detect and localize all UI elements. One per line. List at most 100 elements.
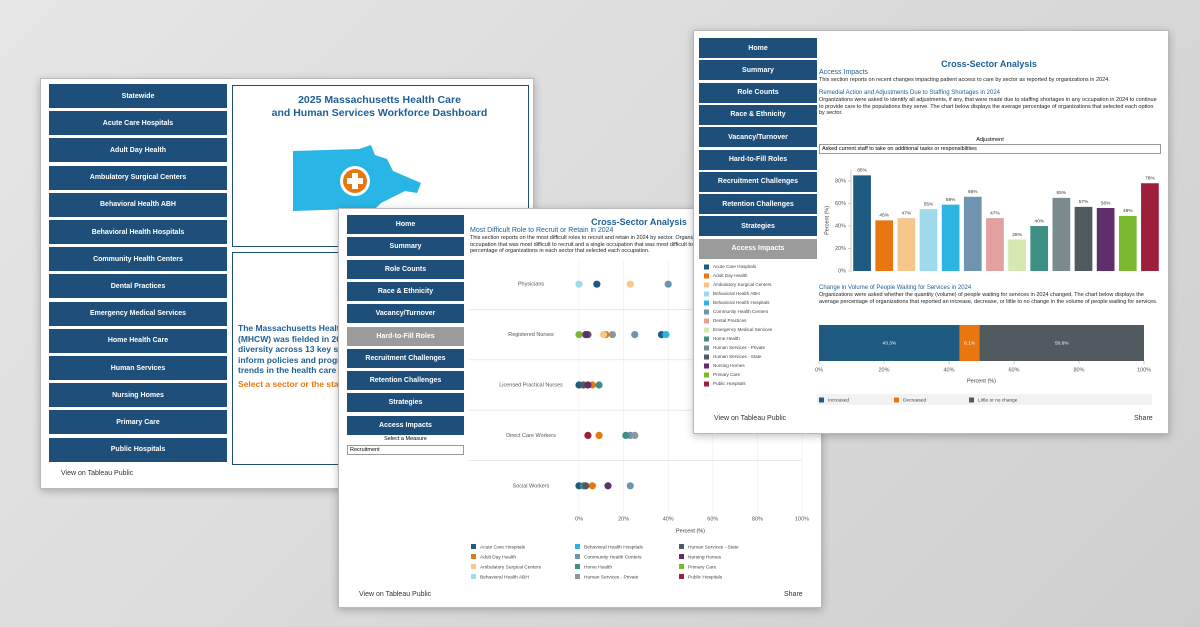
nav-button[interactable]: Human Services [49,356,227,380]
nav-button[interactable]: Role Counts [699,82,817,103]
legend-swatch [704,327,709,333]
subheading: Change in Volume of People Waiting for S… [819,285,972,291]
dot [575,280,583,288]
legend-label: Community Health Centers [584,554,642,560]
legend-swatch [704,354,709,360]
legend-swatch [679,574,684,579]
bar [1008,239,1026,271]
legend-label: Community Health Centers [713,309,769,314]
dot [622,431,630,439]
nav-button[interactable]: Emergency Medical Services [49,301,227,326]
adjustment-dropdown[interactable]: Asked current staff to take on additiona… [819,144,1161,154]
nav-button[interactable]: Strategies [699,216,817,237]
prompt: Select a sector or the stated [238,379,352,389]
dot-chart: 0% 20% 40% 60% 80% 100% Percent (%) Physicians R… [469,259,809,580]
legend-label: Acute Care Hospitals [713,264,757,269]
share-button[interactable]: Share [784,591,803,598]
x-tick-label: 80% [752,516,763,522]
dot [599,331,608,339]
dot [582,482,590,490]
nav-button[interactable]: Primary Care [49,410,227,435]
nav-button[interactable]: Vacancy/Turnover [347,304,464,324]
nav-button[interactable]: Strategies [347,393,464,413]
x-tick-label: 0% [815,367,823,373]
footer-link[interactable]: View on Tableau Public [359,591,432,598]
dot [626,280,634,288]
legend-swatch [471,574,476,579]
nav-button[interactable]: Role Counts [347,259,464,279]
nav-button[interactable]: Recruitment Challenges [699,171,817,192]
nav-button[interactable]: Race & Ethnicity [347,281,464,301]
legend-label: Human Services - Private [584,574,639,580]
legend-label: Human Services - State [688,544,739,550]
legend-label: Emergency Medical Services [713,327,773,332]
nav-button[interactable]: Dental Practices [49,274,227,299]
measure-dropdown[interactable]: Recruitment [347,445,464,455]
legend-label: Increased [828,397,849,403]
nav-button[interactable]: Home [347,215,464,234]
y-tick-label: 40% [835,223,846,229]
x-tick-label: 20% [878,367,889,373]
dot [575,331,583,339]
nav-button[interactable]: Summary [347,237,464,257]
nav-button[interactable]: Retention Challenges [699,194,817,215]
row-label: Physicians [518,282,545,288]
intro-line: trends in the health care an [238,365,349,375]
dot [595,381,603,389]
nav-button[interactable]: Adult Day Health [49,138,227,163]
nav-button[interactable]: Vacancy/Turnover [699,127,817,148]
bar [1096,208,1115,271]
legend-label: Home Health [584,564,612,570]
value-label: 47% [990,210,1000,216]
nav-button[interactable]: Hard-to-Fill Roles [347,326,464,346]
nav-button[interactable]: Access Impacts [347,415,464,435]
nav-button[interactable]: Nursing Homes [49,383,227,408]
dot [631,431,639,439]
nav-button[interactable]: Home [699,38,817,58]
bar [875,220,894,271]
legend-swatch [704,345,709,351]
dot [582,331,590,339]
footer-link[interactable]: View on Tableau Public [714,415,787,422]
nav-button[interactable]: Acute Care Hospitals [49,111,227,136]
legend-label: Adult Day Health [480,554,516,560]
footer-link[interactable]: View on Tableau Public [61,470,134,477]
subheading: Remedial Action and Adjustments Due to S… [819,90,1001,96]
bar [1141,183,1159,271]
nav-button[interactable]: Retention Challenges [347,371,464,391]
nav-button[interactable]: Behavioral Health Hospitals [49,220,227,244]
value-label: 49% [1123,208,1133,214]
dot [584,381,592,389]
subheading-text: Organizations were asked whether the qua… [819,292,1158,305]
nav-button[interactable]: Summary [699,60,817,81]
nav-button[interactable]: Race & Ethnicity [699,104,817,125]
bar [1074,206,1093,271]
x-tick-label: 0% [575,516,583,522]
title-line: 2025 Massachusetts Health Care [298,94,461,106]
nav-button[interactable]: Behavioral Health ABH [49,192,227,217]
legend-label: Acute Care Hospitals [480,544,526,550]
nav-button[interactable]: Ambulatory Surgical Centers [49,165,227,190]
x-tick-label: 40% [943,367,954,373]
bar [919,209,938,271]
bar-segment [979,325,1144,361]
row-label: Licensed Practical Nurses [499,382,563,388]
nav-button[interactable]: Access Impacts [699,238,817,259]
nav-button[interactable]: Hard-to-Fill Roles [699,149,817,170]
nav-button[interactable]: Home Health Care [49,328,227,353]
row-label: Social Workers [513,483,550,489]
description: This section reports on the most difficu… [470,235,803,255]
value-label: 28% [1012,232,1022,238]
nav-button[interactable]: Statewide [49,84,227,108]
x-tick-label: 80% [1073,367,1084,373]
nav-button[interactable]: Community Health Centers [49,247,227,272]
share-button[interactable]: Share [1134,415,1153,422]
bar [1052,197,1071,271]
section-heading: Access Impacts [819,69,869,76]
nav-button[interactable]: Recruitment Challenges [347,348,464,368]
legend-swatch [575,544,580,549]
legend-label: Public Hospitals [688,574,723,580]
x-tick-label: 40% [663,516,674,522]
x-tick-label: 60% [1008,367,1019,373]
nav-button[interactable]: Public Hospitals [49,437,227,462]
